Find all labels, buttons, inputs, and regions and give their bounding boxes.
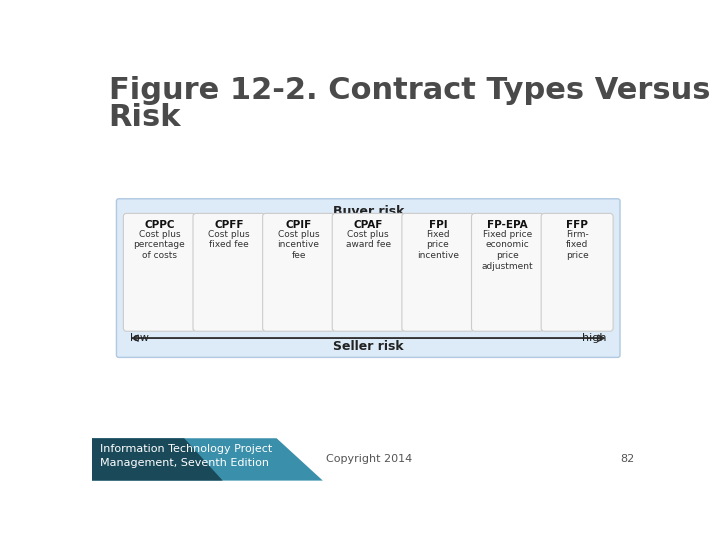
Text: Cost plus
award fee: Cost plus award fee [346,230,391,249]
FancyBboxPatch shape [472,213,544,331]
Text: low: low [130,333,148,343]
Text: high: high [582,333,607,343]
FancyBboxPatch shape [123,213,195,331]
Text: Cost plus
percentage
of costs: Cost plus percentage of costs [133,230,185,260]
Text: low: low [588,215,607,225]
Text: Cost plus
incentive
fee: Cost plus incentive fee [278,230,320,260]
Text: Figure 12-2. Contract Types Versus: Figure 12-2. Contract Types Versus [109,76,710,105]
Text: Fixed
price
incentive: Fixed price incentive [417,230,459,260]
Text: Fixed price
economic
price
adjustment: Fixed price economic price adjustment [482,230,534,271]
Text: Seller risk: Seller risk [333,340,403,354]
Text: 82: 82 [621,455,634,464]
Text: CPPC: CPPC [144,220,174,231]
FancyBboxPatch shape [117,199,620,357]
Text: Firm-
fixed
price: Firm- fixed price [566,230,588,260]
Polygon shape [92,438,222,481]
Text: Buyer risk: Buyer risk [333,205,404,218]
Text: CPFF: CPFF [215,220,243,231]
FancyBboxPatch shape [193,213,265,331]
Text: Copyright 2014: Copyright 2014 [326,455,412,464]
FancyBboxPatch shape [541,213,613,331]
FancyBboxPatch shape [332,213,404,331]
FancyBboxPatch shape [402,213,474,331]
Text: Information Technology Project
Management, Seventh Edition: Information Technology Project Managemen… [99,444,271,468]
Polygon shape [92,438,323,481]
Text: Cost plus
fixed fee: Cost plus fixed fee [208,230,250,249]
Text: CPAF: CPAF [354,220,383,231]
Text: Risk: Risk [109,103,181,132]
Text: high: high [130,215,154,225]
Text: FPI: FPI [428,220,447,231]
Text: FP-EPA: FP-EPA [487,220,528,231]
Text: CPIF: CPIF [285,220,312,231]
Text: FFP: FFP [566,220,588,231]
FancyBboxPatch shape [263,213,335,331]
